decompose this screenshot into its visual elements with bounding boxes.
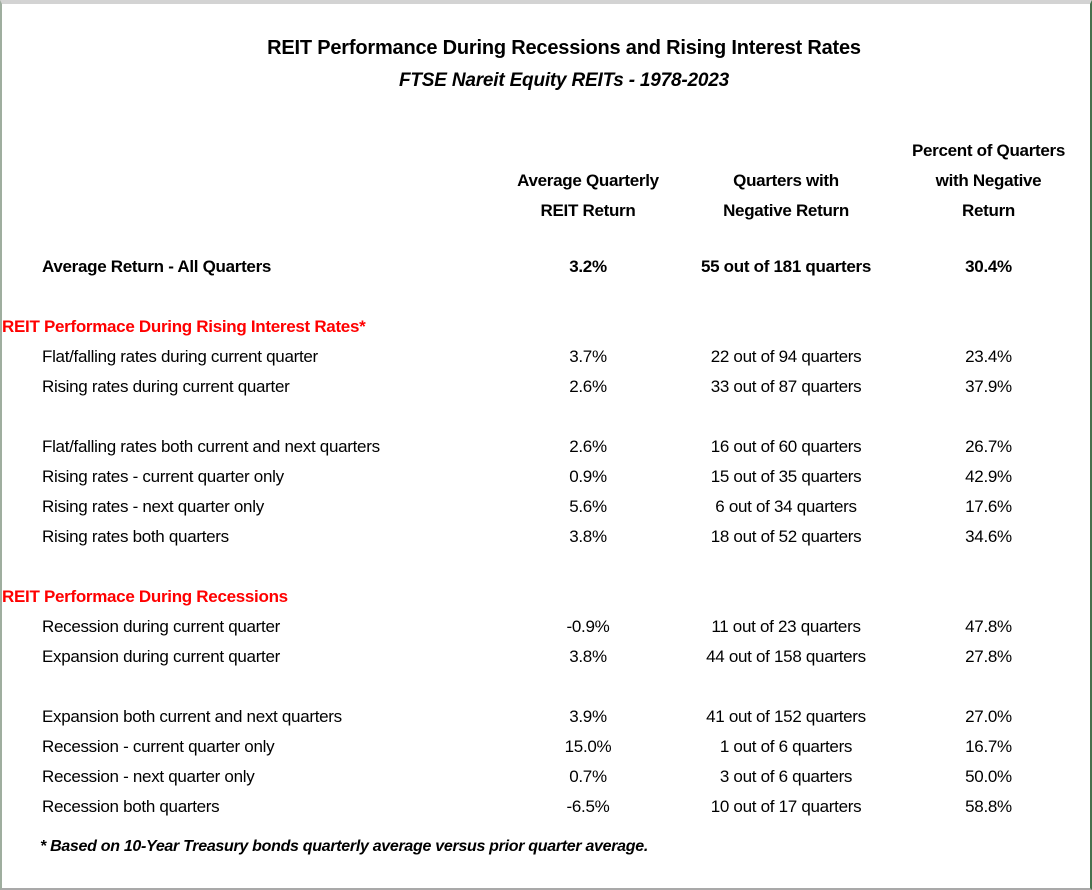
- table-row: Recession - next quarter only 0.7% 3 out o…: [2, 762, 1090, 792]
- row-label: Flat/falling rates both current and next…: [42, 437, 380, 456]
- pct-negative-value: 17.6%: [965, 497, 1012, 516]
- table-row: Rising rates - current quarter only 0.9% 1…: [2, 462, 1090, 492]
- table-row: Expansion during current quarter 3.8% 44 o…: [2, 642, 1090, 672]
- pct-negative-value: 27.0%: [965, 707, 1012, 726]
- negative-quarters-value: 3 out of 6 quarters: [719, 767, 853, 786]
- row-label: Rising rates - next quarter only: [42, 497, 264, 516]
- section-header-row: REIT Performace During Recessions: [2, 582, 1090, 612]
- table-row: Flat/falling rates both current and next…: [2, 432, 1090, 462]
- row-label: Flat/falling rates during current quarte…: [42, 347, 318, 366]
- row-label: Rising rates during current quarter: [42, 377, 290, 396]
- table-row: Rising rates - next quarter only 5.6% 6 ou…: [2, 492, 1090, 522]
- avg-return-value: 3.7%: [569, 347, 607, 366]
- row-label: Recession - current quarter only: [42, 737, 275, 756]
- section-header-label: REIT Performace During Rising Interest R…: [2, 317, 366, 336]
- pct-negative-value: 37.9%: [965, 377, 1012, 396]
- table-row: Rising rates both quarters 3.8% 18 out of …: [2, 522, 1090, 552]
- row-label: Rising rates both quarters: [42, 527, 229, 546]
- header-quarters-with-negative-return: Quarters with Negative Return: [723, 171, 849, 220]
- negative-quarters-value: 15 out of 35 quarters: [710, 467, 862, 486]
- pct-negative-value: 42.9%: [965, 467, 1012, 486]
- page-title: REIT Performance During Recessions and R…: [267, 37, 861, 59]
- row-label: Recession both quarters: [42, 797, 220, 816]
- reit-performance-table: Average Quarterly REIT Return Quarters w…: [2, 136, 1090, 822]
- table-row: Flat/falling rates during current quarte…: [2, 342, 1090, 372]
- avg-return-value: 3.9%: [569, 707, 607, 726]
- table-row: Recession during current quarter -0.9% 11 …: [2, 612, 1090, 642]
- header-percent-of-quarters-with-negative-return: Percent of Quarters with Negative Return: [911, 141, 1066, 220]
- pct-negative-value: 34.6%: [965, 527, 1012, 546]
- avg-return-value: 5.6%: [569, 497, 607, 516]
- avg-return-value: 0.9%: [569, 467, 607, 486]
- avg-return-value: 2.6%: [569, 437, 607, 456]
- negative-quarters-value: 11 out of 23 quarters: [711, 617, 861, 636]
- row-label: Recession - next quarter only: [42, 767, 255, 786]
- spacer-row: [2, 282, 1090, 312]
- header-empty: [2, 136, 491, 252]
- negative-quarters-value: 16 out of 60 quarters: [710, 437, 862, 456]
- pct-negative-value: 58.8%: [965, 797, 1012, 816]
- spacer-cell: [2, 402, 1090, 432]
- title-block: REIT Performance During Recessions and R…: [2, 34, 1090, 94]
- avg-return-value: -6.5%: [566, 797, 610, 816]
- negative-quarters-value: 22 out of 94 quarters: [710, 347, 862, 366]
- page-subtitle: FTSE Nareit Equity REITs - 1978-2023: [399, 70, 729, 91]
- avg-return-value: -0.9%: [566, 617, 610, 636]
- negative-quarters-value: 33 out of 87 quarters: [710, 377, 862, 396]
- pct-negative-value: 50.0%: [965, 767, 1012, 786]
- negative-quarters-value: 44 out of 158 quarters: [706, 647, 866, 666]
- pct-negative-value: 16.7%: [965, 737, 1012, 756]
- negative-quarters-value: 10 out of 17 quarters: [710, 797, 862, 816]
- spacer-row: [2, 402, 1090, 432]
- table-row: Expansion both current and next quarters…: [2, 702, 1090, 732]
- table-header-row: Average Quarterly REIT Return Quarters w…: [2, 136, 1090, 252]
- section-header-label: REIT Performace During Recessions: [2, 587, 288, 606]
- spacer-cell: [2, 282, 1090, 312]
- pct-negative-value: 27.8%: [965, 647, 1012, 666]
- negative-quarters-value: 41 out of 152 quarters: [706, 707, 866, 726]
- table-body: Average Return - All Quarters 3.2% 55 out …: [2, 252, 1090, 822]
- pct-negative-value: 47.8%: [965, 617, 1012, 636]
- footnote: * Based on 10-Year Treasury bonds quarte…: [40, 838, 648, 855]
- spacer-row: [2, 672, 1090, 702]
- negative-quarters-value: 6 out of 34 quarters: [715, 497, 857, 516]
- negative-quarters-value: 18 out of 52 quarters: [710, 527, 862, 546]
- table-row: Recession both quarters -6.5% 10 out of 17…: [2, 792, 1090, 822]
- avg-return-value: 2.6%: [569, 377, 607, 396]
- spacer-row: [2, 552, 1090, 582]
- row-label: Expansion during current quarter: [42, 647, 280, 666]
- avg-return-value: 3.2%: [569, 257, 607, 276]
- avg-return-value: 15.0%: [564, 737, 612, 756]
- row-label: Average Return - All Quarters: [42, 257, 272, 276]
- negative-quarters-value: 55 out of 181 quarters: [700, 257, 872, 276]
- pct-negative-value: 26.7%: [965, 437, 1012, 456]
- avg-return-value: 3.8%: [569, 647, 607, 666]
- pct-negative-value: 30.4%: [965, 257, 1012, 276]
- table-row: Average Return - All Quarters 3.2% 55 out …: [2, 252, 1090, 282]
- spacer-cell: [2, 552, 1090, 582]
- row-label: Expansion both current and next quarters: [42, 707, 342, 726]
- avg-return-value: 0.7%: [569, 767, 607, 786]
- section-header-row: REIT Performace During Rising Interest R…: [2, 312, 1090, 342]
- table-row: Rising rates during current quarter 2.6% 3…: [2, 372, 1090, 402]
- avg-return-value: 3.8%: [569, 527, 607, 546]
- negative-quarters-value: 1 out of 6 quarters: [719, 737, 853, 756]
- header-average-quarterly-reit-return: Average Quarterly REIT Return: [517, 171, 659, 220]
- row-label: Rising rates - current quarter only: [42, 467, 284, 486]
- table-row: Recession - current quarter only 15.0% 1 o…: [2, 732, 1090, 762]
- spacer-cell: [2, 672, 1090, 702]
- row-label: Recession during current quarter: [42, 617, 280, 636]
- pct-negative-value: 23.4%: [965, 347, 1012, 366]
